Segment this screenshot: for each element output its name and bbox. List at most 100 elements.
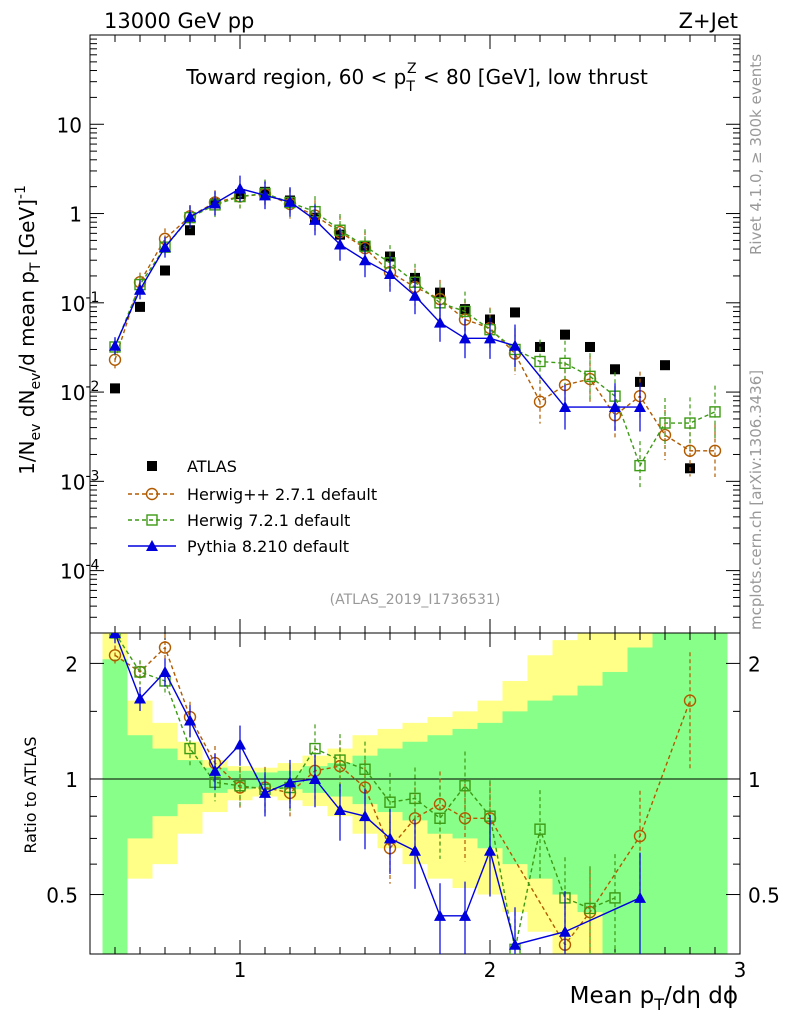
data-point: [510, 307, 520, 318]
ratio-y-axis-label: Ratio to ATLAS: [21, 736, 40, 853]
data-point: [259, 189, 271, 201]
main-panel: 10 1 10-1 10-2 10-3 10-4: [57, 34, 741, 634]
data-point: [109, 633, 121, 638]
chart-title: Toward region, 60 < pTZ < 80 [GeV], low …: [185, 61, 648, 95]
y-tick-label: 1: [69, 203, 82, 227]
ratio-tick-label: 2: [65, 652, 78, 676]
data-point: [309, 742, 321, 755]
data-point: [409, 792, 421, 805]
data-point: [184, 714, 196, 726]
green-band-bin: [552, 695, 578, 895]
data-point: [509, 339, 521, 351]
x-axis-label: Mean pT/dη dϕ: [570, 983, 738, 1014]
green-band-bin: [702, 633, 728, 954]
y-tick-label: 10-1: [60, 290, 99, 316]
data-point: [708, 444, 722, 457]
header-right: Z+Jet: [679, 9, 738, 33]
data-point: [584, 902, 596, 915]
data-point: [334, 238, 346, 250]
data-point: [284, 776, 296, 788]
data-point: [634, 401, 646, 413]
green-band-bin: [152, 748, 178, 817]
data-point: [159, 241, 171, 253]
data-point: [284, 195, 296, 207]
data-point: [484, 332, 496, 344]
ratio-panel: 1 2 3 2 2 1 1 0.5 0.5: [46, 632, 780, 982]
legend-label: ATLAS: [187, 457, 237, 476]
data-point: [184, 742, 196, 755]
data-point: [560, 329, 570, 340]
data-point: [259, 786, 271, 798]
data-point: [633, 829, 647, 843]
data-point: [147, 461, 157, 471]
ratio-series-layer: [108, 633, 697, 954]
ratio-tick-label: 0.5: [46, 884, 78, 908]
data-point: [209, 764, 221, 776]
data-point: [459, 909, 471, 921]
data-point: [334, 804, 346, 816]
data-point: [459, 780, 471, 792]
side-label-bottom: mcplots.cern.ch [arXiv:1306.3436]: [747, 370, 765, 630]
data-point: [110, 383, 120, 394]
y-tick-label: 10-2: [60, 379, 99, 405]
green-band-bin: [102, 659, 128, 954]
data-point: [134, 692, 146, 704]
data-point: [234, 780, 246, 792]
data-point: [158, 641, 172, 654]
green-band-bin: [127, 735, 153, 839]
ratio-tick-label: 1: [748, 768, 761, 792]
data-point: [484, 844, 496, 856]
data-point: [145, 487, 159, 501]
data-point: [534, 355, 546, 368]
legend-label: Pythia 8.210 default: [187, 537, 349, 556]
data-point: [359, 254, 371, 266]
data-point: [684, 417, 696, 429]
data-point: [384, 832, 396, 844]
data-point: [534, 823, 546, 835]
data-point: [683, 694, 697, 707]
data-point: [634, 891, 646, 903]
data-point: [459, 332, 471, 344]
y-tick-label: 10: [57, 113, 82, 137]
data-point: [434, 316, 446, 328]
data-point: [146, 540, 158, 551]
data-point: [585, 341, 595, 352]
x-tick-label: 2: [484, 958, 497, 982]
y-axis-label: 1/Nev dNev/d mean pT [GeV]-1: [13, 185, 44, 475]
data-point: [309, 772, 321, 784]
data-point: [409, 844, 421, 856]
data-point: [108, 649, 122, 662]
data-point: [134, 283, 146, 295]
green-band-bin: [177, 760, 203, 805]
legend: ATLAS Herwig++ 2.7.1 default Herwig 7.2.1 …: [128, 457, 377, 556]
data-point: [609, 892, 621, 904]
series-3: [109, 175, 646, 432]
header-left: 13000 GeV pp: [104, 9, 254, 33]
main-axis-ticks: 10 1 10-1 10-2 10-3 10-4: [57, 35, 740, 634]
series-line: [114, 187, 640, 408]
green-band-bin: [527, 700, 553, 879]
data-point: [559, 925, 571, 937]
data-point: [309, 213, 321, 225]
data-point: [634, 459, 646, 472]
ratio-tick-label: 1: [65, 768, 78, 792]
ratio-axis-ticks: 1 2 3 2 2 1 1 0.5 0.5: [46, 633, 780, 982]
data-point: [509, 938, 521, 950]
data-point: [185, 225, 195, 236]
data-point: [159, 665, 171, 677]
data-point: [584, 370, 596, 383]
data-point: [659, 417, 671, 429]
ratio-series-3: [109, 633, 646, 954]
data-point: [660, 360, 670, 371]
data-point: [434, 812, 446, 824]
data-point: [209, 197, 221, 209]
data-point: [234, 738, 246, 750]
side-label-top: Rivet 4.1.0, ≥ 300k events: [747, 54, 765, 255]
data-point: [359, 763, 371, 775]
data-point: [109, 339, 121, 351]
data-point: [334, 754, 346, 766]
y-tick-label: 10-4: [60, 558, 100, 584]
data-point: [533, 395, 547, 408]
data-point: [384, 796, 396, 808]
